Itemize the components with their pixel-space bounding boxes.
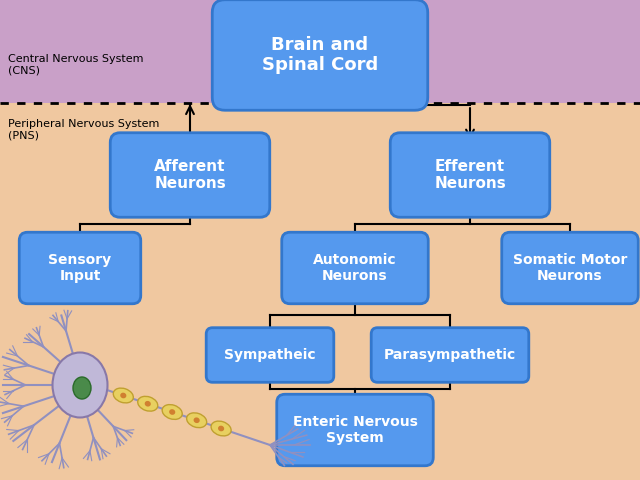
Ellipse shape	[145, 401, 151, 407]
Bar	[0, 103, 640, 480]
Ellipse shape	[218, 426, 224, 432]
FancyBboxPatch shape	[212, 0, 428, 110]
Ellipse shape	[138, 396, 158, 411]
Text: Somatic Motor
Neurons: Somatic Motor Neurons	[513, 253, 627, 283]
Text: Peripheral Nervous System
(PNS): Peripheral Nervous System (PNS)	[8, 119, 159, 141]
Ellipse shape	[169, 409, 175, 415]
Ellipse shape	[193, 418, 200, 423]
FancyBboxPatch shape	[502, 232, 638, 304]
Text: Efferent
Neurons: Efferent Neurons	[434, 159, 506, 191]
Text: Brain and
Spinal Cord: Brain and Spinal Cord	[262, 36, 378, 74]
FancyBboxPatch shape	[276, 394, 433, 466]
Ellipse shape	[162, 405, 182, 420]
Bar	[0, 0, 640, 103]
Text: Autonomic
Neurons: Autonomic Neurons	[313, 253, 397, 283]
FancyBboxPatch shape	[206, 328, 334, 382]
Ellipse shape	[187, 413, 207, 428]
Ellipse shape	[113, 388, 133, 403]
Ellipse shape	[52, 352, 108, 418]
Text: Enteric Nervous
System: Enteric Nervous System	[292, 415, 417, 445]
FancyBboxPatch shape	[371, 328, 529, 382]
FancyBboxPatch shape	[282, 232, 428, 304]
Text: Parasympathetic: Parasympathetic	[384, 348, 516, 362]
FancyBboxPatch shape	[19, 232, 141, 304]
Ellipse shape	[73, 377, 91, 399]
Text: Sensory
Input: Sensory Input	[49, 253, 111, 283]
Text: Afferent
Neurons: Afferent Neurons	[154, 159, 226, 191]
Ellipse shape	[211, 421, 231, 436]
Ellipse shape	[120, 393, 126, 398]
Text: Central Nervous System
(CNS): Central Nervous System (CNS)	[8, 54, 143, 76]
Text: Sympatheic: Sympatheic	[224, 348, 316, 362]
FancyBboxPatch shape	[390, 133, 550, 217]
FancyBboxPatch shape	[110, 133, 269, 217]
